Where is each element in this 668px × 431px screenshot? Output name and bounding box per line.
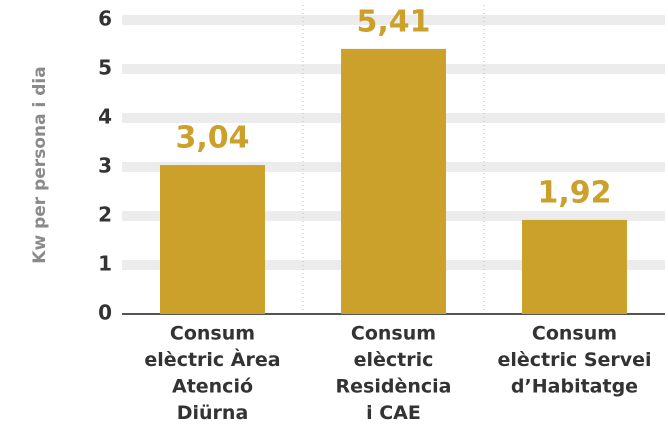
x-tick-label: i CAE <box>366 402 421 424</box>
value-label: 5,41 <box>356 4 430 39</box>
y-tick-label: 1 <box>98 252 112 276</box>
x-tick-label: d’Habitatge <box>511 376 638 398</box>
y-tick-label: 0 <box>98 301 112 325</box>
y-tick-label: 5 <box>98 56 112 80</box>
value-label: 3,04 <box>175 121 249 156</box>
x-tick-label: Atenció <box>172 376 253 398</box>
bar <box>341 48 446 314</box>
value-label: 1,92 <box>537 175 611 210</box>
bar <box>160 165 265 314</box>
x-tick-label: Residència <box>336 376 452 398</box>
y-tick-label: 4 <box>98 105 112 129</box>
x-tick-label: Consum <box>351 323 436 345</box>
bar <box>522 219 627 314</box>
y-tick-label: 2 <box>98 203 112 227</box>
x-tick-label: elèctric <box>354 349 434 371</box>
y-tick-label: 3 <box>98 154 112 178</box>
x-tick-label: Consum <box>532 323 617 345</box>
y-axis-label: Kw per persona i dia <box>30 66 50 263</box>
x-tick-label: Diürna <box>177 402 249 424</box>
x-tick-label: Consum <box>170 323 255 345</box>
y-tick-label: 6 <box>98 7 112 31</box>
x-tick-label: elèctric Àrea <box>144 348 280 371</box>
x-tick-label: elèctric Servei <box>497 349 651 371</box>
